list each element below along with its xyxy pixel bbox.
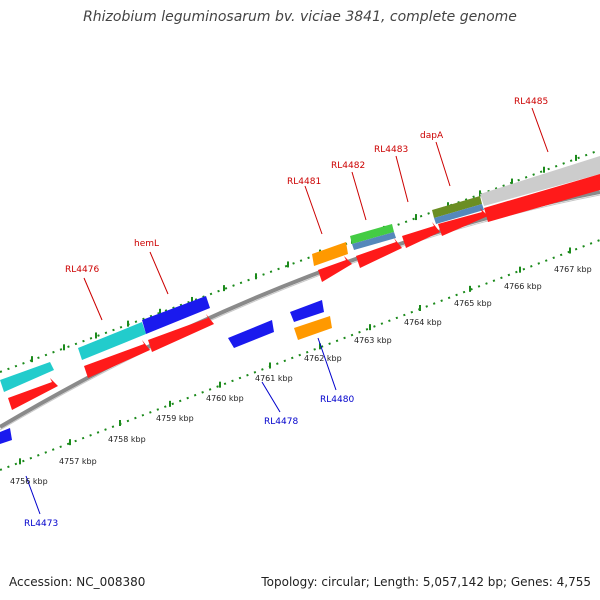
cds-arrow[interactable]: [84, 340, 150, 378]
gene-label-RL4473[interactable]: RL4473: [24, 519, 58, 529]
reverse-major-ticks: [19, 247, 571, 465]
gene-label-hemL[interactable]: hemL: [134, 239, 159, 249]
scale-label: 4762 kbp: [304, 354, 342, 363]
cds-arrow[interactable]: [438, 208, 488, 236]
gene-label-RL4480[interactable]: RL4480: [320, 395, 354, 405]
gene-orange-1[interactable]: [312, 242, 348, 266]
forward-label-leaders: [83, 107, 549, 321]
gene-green-1[interactable]: [350, 224, 394, 244]
gene-orange-RL4480[interactable]: [294, 316, 332, 340]
scale-label: 4757 kbp: [59, 457, 97, 466]
scale-label: 4766 kbp: [504, 282, 542, 291]
scale-label: 4761 kbp: [255, 374, 293, 383]
cds-arrow[interactable]: [484, 174, 600, 222]
gene-label-RL4478[interactable]: RL4478: [264, 417, 298, 427]
cds-arrow[interactable]: [8, 378, 58, 410]
reverse-tick-ring: [0, 239, 600, 471]
gene-olive-dapA[interactable]: [432, 196, 482, 218]
gene-label-RL4483[interactable]: RL4483: [374, 145, 408, 155]
scale-label: 4756 kbp: [10, 477, 48, 486]
gene-label-RL4482[interactable]: RL4482: [331, 161, 365, 171]
reverse-label-leaders: [25, 337, 337, 515]
scale-label: 4760 kbp: [206, 394, 244, 403]
scale-label: 4765 kbp: [454, 299, 492, 308]
accession-text: Accession: NC_008380: [9, 575, 146, 589]
topology-text: Topology: circular; Length: 5,057,142 bp…: [261, 575, 591, 589]
cds-arrow[interactable]: [402, 222, 440, 248]
forward-cds-row: [8, 174, 600, 410]
gene-blue-RL4478[interactable]: [228, 320, 274, 348]
gene-steel-1[interactable]: [352, 232, 396, 250]
gene-blue-2[interactable]: [290, 300, 324, 322]
gene-label-RL4481[interactable]: RL4481: [287, 177, 321, 187]
scale-labels: 4756 kbp 4757 kbp 4758 kbp 4759 kbp 4760…: [10, 265, 592, 486]
scale-label: 4767 kbp: [554, 265, 592, 274]
gene-cyan-1[interactable]: [0, 362, 54, 392]
gene-label-dapA[interactable]: dapA: [420, 131, 444, 141]
scale-label: 4758 kbp: [108, 435, 146, 444]
reverse-gene-row: [0, 300, 332, 444]
gene-label-RL4476[interactable]: RL4476: [65, 265, 99, 275]
cds-arrow[interactable]: [148, 314, 214, 352]
gene-cyan-2[interactable]: [78, 322, 146, 360]
genome-title: Rhizobium leguminosarum bv. viciae 3841,…: [83, 9, 517, 25]
gene-blue-RL4473[interactable]: [0, 428, 12, 444]
scale-label: 4759 kbp: [156, 414, 194, 423]
forward-labels: RL4476 hemL RL4481 RL4482 RL4483 dapA RL…: [65, 97, 548, 275]
forward-gene-row-upper: [0, 156, 600, 392]
gene-grey-RL4485[interactable]: [480, 156, 600, 206]
cds-arrow[interactable]: [356, 238, 402, 268]
gene-label-RL4485[interactable]: RL4485: [514, 97, 548, 107]
gene-blue-hemL[interactable]: [142, 296, 210, 334]
scale-label: 4764 kbp: [404, 318, 442, 327]
reverse-labels: RL4473 RL4478 RL4480: [24, 395, 354, 529]
cds-arrow[interactable]: [318, 256, 352, 282]
scale-label: 4763 kbp: [354, 336, 392, 345]
gene-steel-2[interactable]: [434, 204, 484, 224]
